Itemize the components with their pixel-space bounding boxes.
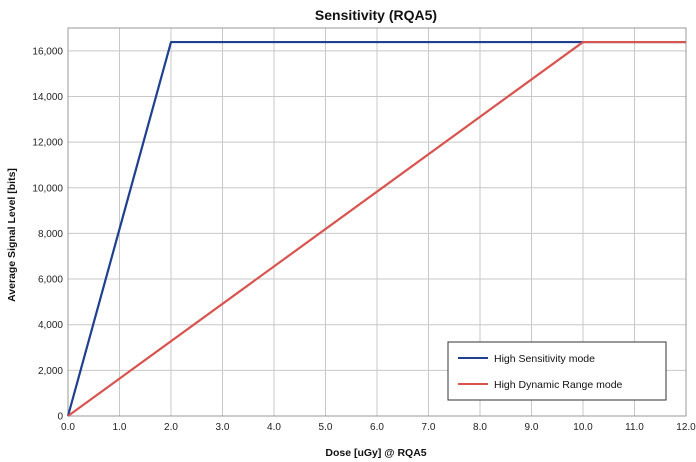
y-tick-label: 8,000 <box>38 229 63 240</box>
y-tick-label: 4,000 <box>38 320 63 331</box>
chart-legend: High Sensitivity mode High Dynamic Range… <box>447 341 667 401</box>
series-line-high-dynamic-range <box>67 40 686 417</box>
y-tick-label: 6,000 <box>38 275 63 286</box>
series-line-high-sensitivity <box>66 40 686 417</box>
y-tick-label: 0 <box>57 412 63 423</box>
x-tick-label: 6.0 <box>370 422 384 433</box>
chart-title: Sensitivity (RQA5) <box>315 7 437 23</box>
y-tick-label: 10,000 <box>32 183 63 194</box>
x-tick-label: 8.0 <box>473 422 487 433</box>
y-tick-label: 16,000 <box>32 46 63 57</box>
y-axis-label: Average Signal Level [bits] <box>6 168 18 302</box>
x-tick-label: 5.0 <box>319 422 333 433</box>
y-tick-label: 14,000 <box>32 92 63 103</box>
x-tick-label: 10.0 <box>573 422 593 433</box>
x-axis-label: Dose [uGy] @ RQA5 <box>325 447 426 459</box>
x-tick-label: 9.0 <box>525 422 539 433</box>
x-tick-label: 7.0 <box>422 422 436 433</box>
y-tick-label: 2,000 <box>38 366 63 377</box>
legend-label-high-sensitivity: High Sensitivity mode <box>494 353 595 365</box>
x-tick-label: 11.0 <box>625 422 644 433</box>
x-tick-label: 1.0 <box>113 422 127 433</box>
series-lines <box>66 40 686 417</box>
legend-label-high-dynamic-range: High Dynamic Range mode <box>494 379 623 391</box>
x-tick-label: 4.0 <box>267 422 281 433</box>
x-tick-label: 12.0 <box>676 422 696 433</box>
x-tick-label: 3.0 <box>216 422 230 433</box>
y-tick-label: 12,000 <box>32 138 63 149</box>
x-tick-label: 2.0 <box>164 422 178 433</box>
tick-labels: 0.0 1.0 2.0 3.0 4.0 5.0 6.0 7.0 8.0 9.0 10.0 11.0 12… <box>32 46 696 433</box>
x-tick-label: 0.0 <box>61 422 75 433</box>
plot-area-frame <box>67 27 687 417</box>
legend-box <box>447 341 667 401</box>
